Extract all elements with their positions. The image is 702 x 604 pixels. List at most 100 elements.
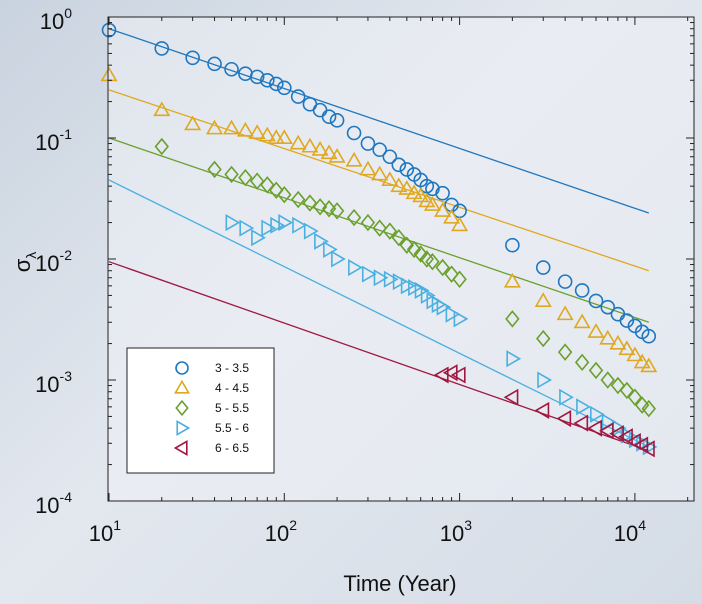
data-point-series-4 <box>278 214 294 232</box>
data-point-series-3 <box>277 185 292 204</box>
data-point-series-1 <box>290 89 306 104</box>
data-point-series-1 <box>268 76 284 92</box>
data-point-series-4 <box>348 259 363 277</box>
data-point-series-3 <box>600 371 615 389</box>
data-point-series-2 <box>599 329 617 345</box>
data-point-series-2 <box>275 129 293 144</box>
x-tick-label-4: 104 <box>614 517 646 546</box>
data-point-series-3 <box>399 236 415 254</box>
fit-line-series-4 <box>108 179 650 448</box>
data-point-series-3 <box>329 202 345 220</box>
legend: 3 - 3.5 4 - 4.5 5 - 5.5 5.5 - 6 6 - 6.5 <box>126 347 275 474</box>
data-point-series-4 <box>270 216 286 234</box>
data-point-series-4 <box>239 219 255 237</box>
data-point-series-2 <box>573 313 591 329</box>
data-point-series-2 <box>248 124 266 139</box>
data-point-series-1 <box>260 72 275 88</box>
data-point-series-3 <box>619 381 635 400</box>
data-point-series-3 <box>505 310 520 328</box>
data-point-series-2 <box>153 101 171 117</box>
y-tick-label-1e-2: 10-2 <box>35 247 72 276</box>
data-point-series-4 <box>392 273 408 291</box>
legend-box <box>126 347 275 474</box>
data-point-series-1 <box>600 299 616 315</box>
data-point-series-1 <box>574 283 590 298</box>
data-point-series-4 <box>225 214 241 232</box>
data-point-series-4 <box>251 229 266 247</box>
data-point-series-5 <box>640 440 655 458</box>
data-point-series-3 <box>588 361 604 380</box>
data-point-series-5 <box>573 414 589 432</box>
data-point-series-2 <box>423 196 441 211</box>
data-point-series-5 <box>503 388 519 406</box>
data-point-series-2 <box>206 119 224 135</box>
data-point-series-4 <box>361 265 377 283</box>
data-point-series-2 <box>626 346 644 362</box>
x-tick-label-2: 102 <box>265 517 297 546</box>
legend-label-4: 5.5 - 6 <box>215 421 249 435</box>
data-point-series-2 <box>633 353 651 369</box>
data-point-series-1 <box>346 125 362 141</box>
data-point-series-4 <box>323 240 338 258</box>
data-point-series-3 <box>641 399 656 418</box>
data-point-series-3 <box>634 396 650 414</box>
data-point-series-1 <box>154 41 170 56</box>
y-tick-label-1e0: 100 <box>40 5 72 34</box>
data-point-series-1 <box>360 136 376 151</box>
data-point-series-2 <box>289 134 307 150</box>
data-point-series-5 <box>609 425 624 443</box>
data-point-series-3 <box>406 240 422 259</box>
legend-markers <box>173 361 191 456</box>
data-point-series-2 <box>640 357 658 373</box>
data-point-series-3 <box>610 376 626 395</box>
data-point-series-2 <box>236 121 254 137</box>
y-tick-label-1e-4: 10-4 <box>35 489 72 518</box>
legend-label-3: 5 - 5.5 <box>215 401 249 415</box>
data-point-series-5 <box>534 401 550 420</box>
data-point-series-1 <box>505 237 520 253</box>
data-point-series-4 <box>537 371 552 389</box>
data-point-series-2 <box>434 202 452 217</box>
legend-marker-2 <box>174 379 190 394</box>
data-point-series-1 <box>207 56 222 72</box>
data-point-series-2 <box>371 165 389 181</box>
data-point-series-5 <box>556 410 572 428</box>
data-point-series-2 <box>398 180 416 195</box>
data-point-series-4 <box>314 232 329 250</box>
data-point-series-2 <box>222 119 241 135</box>
data-point-series-3 <box>360 213 376 232</box>
data-point-series-1 <box>249 69 265 85</box>
data-point-series-2 <box>412 187 430 203</box>
data-point-series-1 <box>321 109 337 124</box>
y-tick-label-1e-3: 10-3 <box>35 368 72 397</box>
data-point-series-3 <box>413 245 428 263</box>
data-point-series-1 <box>329 113 345 128</box>
data-point-series-4 <box>453 310 469 328</box>
x-tick-label-1: 101 <box>89 517 121 546</box>
data-point-series-1 <box>557 274 573 289</box>
data-point-series-4 <box>436 298 452 316</box>
data-point-series-5 <box>598 422 614 440</box>
data-point-series-2 <box>587 323 605 338</box>
data-point-series-3 <box>391 228 407 247</box>
y-tick-label-1e-1: 10-1 <box>35 126 72 155</box>
data-point-series-1 <box>535 260 551 275</box>
data-point-series-4 <box>303 222 319 240</box>
data-point-series-4 <box>590 405 605 423</box>
data-point-series-2 <box>311 140 329 156</box>
data-point-series-1 <box>382 149 398 165</box>
data-point-series-2 <box>328 147 346 163</box>
data-point-series-2 <box>359 160 377 176</box>
legend-marker-1 <box>175 361 189 375</box>
legend-label-2: 4 - 4.5 <box>215 381 249 395</box>
data-point-series-3 <box>269 181 284 199</box>
data-point-series-3 <box>249 172 265 190</box>
data-point-series-2 <box>320 144 338 160</box>
data-point-series-4 <box>559 388 574 406</box>
data-point-series-3 <box>574 353 590 372</box>
data-point-series-2 <box>534 292 552 307</box>
data-point-series-3 <box>382 222 398 240</box>
data-point-series-3 <box>260 176 275 194</box>
data-point-series-5 <box>618 428 633 446</box>
